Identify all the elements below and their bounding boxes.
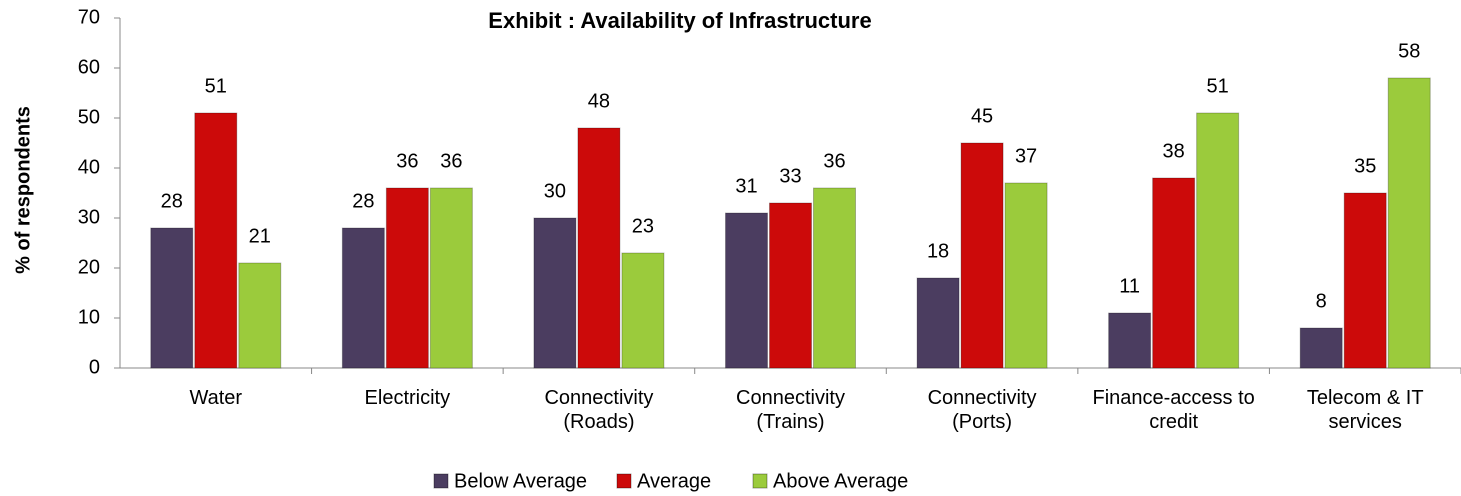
x-tick-label: Connectivity (Roads) <box>544 387 654 433</box>
y-tick-label: 40 <box>78 156 100 178</box>
bar <box>238 262 282 369</box>
bar <box>150 227 194 369</box>
bar <box>194 112 238 369</box>
y-tick-label: 70 <box>78 6 100 28</box>
data-label: 33 <box>779 165 801 187</box>
y-tick-label: 0 <box>89 356 100 378</box>
x-tick-label: Finance-access to credit <box>1092 387 1255 433</box>
bar <box>1004 182 1048 369</box>
bar <box>725 212 768 369</box>
data-label: 23 <box>632 215 654 237</box>
bar <box>577 127 621 369</box>
bar <box>533 217 577 369</box>
data-label: 28 <box>352 190 374 212</box>
bar <box>429 187 473 369</box>
legend-swatch <box>433 473 449 489</box>
x-tick-label: Connectivity (Trains) <box>736 387 845 433</box>
bar <box>916 277 960 369</box>
bar <box>1343 192 1387 369</box>
data-label: 36 <box>396 150 418 172</box>
bar <box>1152 177 1196 369</box>
data-label: 28 <box>161 190 183 212</box>
chart-title: Exhibit : Availability of Infrastructure <box>488 8 871 33</box>
bar <box>813 187 856 369</box>
data-label: 51 <box>205 75 227 97</box>
legend-swatch <box>752 473 768 489</box>
data-label: 45 <box>971 105 993 127</box>
y-tick-label: 50 <box>78 106 100 128</box>
bar <box>769 202 812 369</box>
bar <box>621 252 665 369</box>
y-tick-label: 60 <box>78 56 100 78</box>
data-label: 30 <box>544 180 566 202</box>
data-label: 31 <box>735 175 757 197</box>
data-label: 36 <box>823 150 845 172</box>
data-label: 35 <box>1354 155 1376 177</box>
bar <box>960 142 1004 369</box>
x-tick-label: Connectivity (Ports) <box>927 387 1037 433</box>
data-label: 11 <box>1119 275 1140 297</box>
data-label: 36 <box>440 150 462 172</box>
data-label: 21 <box>249 225 271 247</box>
bar <box>1196 112 1240 369</box>
y-tick-label: 20 <box>78 256 100 278</box>
bar <box>1299 327 1343 369</box>
data-label: 37 <box>1015 145 1037 167</box>
data-label: 18 <box>927 240 949 262</box>
bar <box>1108 312 1152 369</box>
legend-label: Below Average <box>454 470 587 492</box>
data-label: 48 <box>588 90 610 112</box>
data-label: 8 <box>1316 290 1327 312</box>
x-tick-label: Telecom & IT services <box>1306 387 1424 433</box>
data-label: 58 <box>1398 40 1420 62</box>
y-tick-label: 30 <box>78 206 100 228</box>
legend-label: Above Average <box>773 470 908 492</box>
legend-swatch <box>616 473 632 489</box>
x-tick-label: Electricity <box>364 387 451 409</box>
data-label: 51 <box>1207 75 1229 97</box>
y-axis-label: % of respondents <box>12 106 34 274</box>
data-label: 38 <box>1163 140 1185 162</box>
bar <box>385 187 429 369</box>
bar <box>341 227 385 369</box>
legend-label: Average <box>637 470 711 492</box>
y-tick-label: 10 <box>78 306 100 328</box>
bar <box>1387 77 1431 369</box>
x-tick-label: Water <box>189 387 243 409</box>
